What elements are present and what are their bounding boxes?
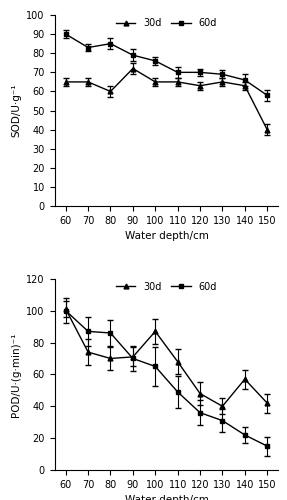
- 30d: [131, 66, 135, 71]
- X-axis label: Water depth/cm: Water depth/cm: [125, 496, 208, 500]
- Legend: 30d, 60d: 30d, 60d: [112, 278, 221, 295]
- 30d: [176, 79, 179, 85]
- Line: 30d: 30d: [63, 66, 269, 132]
- 60d: [86, 44, 90, 51]
- 60d: [265, 92, 269, 98]
- 30d: [221, 79, 224, 85]
- 30d: [109, 88, 112, 94]
- 30d: [86, 79, 90, 85]
- Line: 60d: 60d: [63, 32, 269, 98]
- Y-axis label: SOD/U·g⁻¹: SOD/U·g⁻¹: [11, 84, 21, 138]
- 30d: [131, 354, 135, 360]
- 30d: [154, 328, 157, 334]
- 30d: [109, 356, 112, 362]
- 30d: [176, 358, 179, 364]
- 30d: [198, 82, 202, 88]
- 30d: [86, 349, 90, 355]
- 30d: [198, 390, 202, 396]
- 60d: [86, 328, 90, 334]
- 60d: [198, 410, 202, 416]
- 60d: [243, 77, 247, 83]
- 60d: [109, 330, 112, 336]
- Legend: 30d, 60d: 30d, 60d: [112, 14, 221, 32]
- 60d: [64, 31, 67, 37]
- 60d: [221, 418, 224, 424]
- 60d: [131, 356, 135, 362]
- 60d: [64, 308, 67, 314]
- 60d: [154, 58, 157, 64]
- 60d: [265, 443, 269, 449]
- 60d: [176, 389, 179, 395]
- 30d: [64, 79, 67, 85]
- X-axis label: Water depth/cm: Water depth/cm: [125, 232, 208, 241]
- 60d: [154, 364, 157, 370]
- 30d: [243, 376, 247, 382]
- 60d: [176, 70, 179, 75]
- Line: 60d: 60d: [63, 308, 269, 448]
- 30d: [64, 306, 67, 312]
- Line: 30d: 30d: [63, 306, 269, 408]
- 60d: [131, 52, 135, 58]
- 30d: [243, 82, 247, 88]
- 60d: [221, 72, 224, 78]
- 30d: [265, 126, 269, 132]
- 30d: [221, 404, 224, 409]
- 60d: [109, 40, 112, 46]
- 30d: [154, 79, 157, 85]
- 30d: [265, 400, 269, 406]
- Y-axis label: POD/U·(g·min)⁻¹: POD/U·(g·min)⁻¹: [11, 332, 21, 416]
- 60d: [243, 432, 247, 438]
- 60d: [198, 70, 202, 75]
